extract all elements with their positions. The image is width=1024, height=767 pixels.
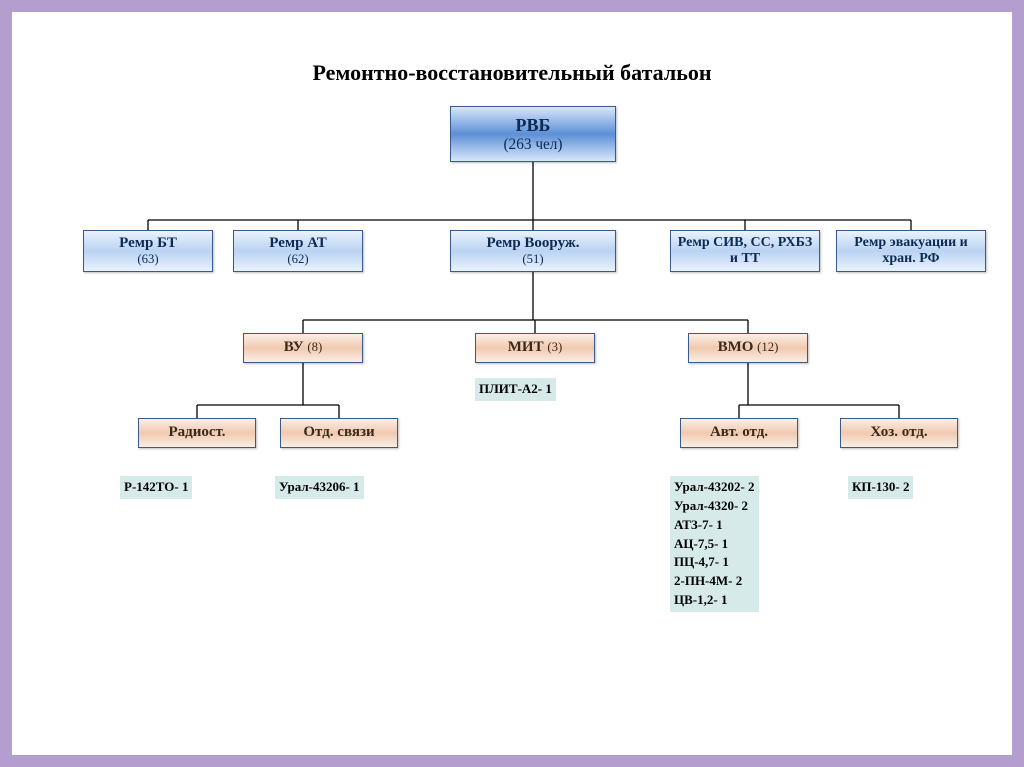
- node-row2-2: ВМО (12): [688, 333, 808, 363]
- detail-block-1: Р-142ТО- 1: [120, 476, 192, 499]
- detail-block-2: Урал-43206- 1: [275, 476, 364, 499]
- node-row2-1: МИТ (3): [475, 333, 595, 363]
- node-row1-2: Ремр Вооруж.(51): [450, 230, 616, 272]
- node-row3-3: Хоз. отд.: [840, 418, 958, 448]
- node-row3-1: Отд. связи: [280, 418, 398, 448]
- node-row1-4: Ремр эвакуации и хран. РФ: [836, 230, 986, 272]
- detail-block-3: Урал-43202- 2 Урал-4320- 2 АТЗ-7- 1 АЦ-7…: [670, 476, 759, 612]
- node-row1-3: Ремр СИВ, СС, РХБЗ и ТТ: [670, 230, 820, 272]
- detail-block-4: КП-130- 2: [848, 476, 913, 499]
- node-row1-1: Ремр АТ(62): [233, 230, 363, 272]
- node-row1-0: Ремр БТ(63): [83, 230, 213, 272]
- diagram-title: Ремонтно-восстановительный батальон: [20, 60, 1004, 86]
- slide-canvas: Ремонтно-восстановительный батальон РВБ(…: [20, 20, 1004, 747]
- node-row2-0: ВУ (8): [243, 333, 363, 363]
- detail-block-0: ПЛИТ-А2- 1: [475, 378, 556, 401]
- node-row3-2: Авт. отд.: [680, 418, 798, 448]
- node-row3-0: Радиост.: [138, 418, 256, 448]
- node-root: РВБ(263 чел): [450, 106, 616, 162]
